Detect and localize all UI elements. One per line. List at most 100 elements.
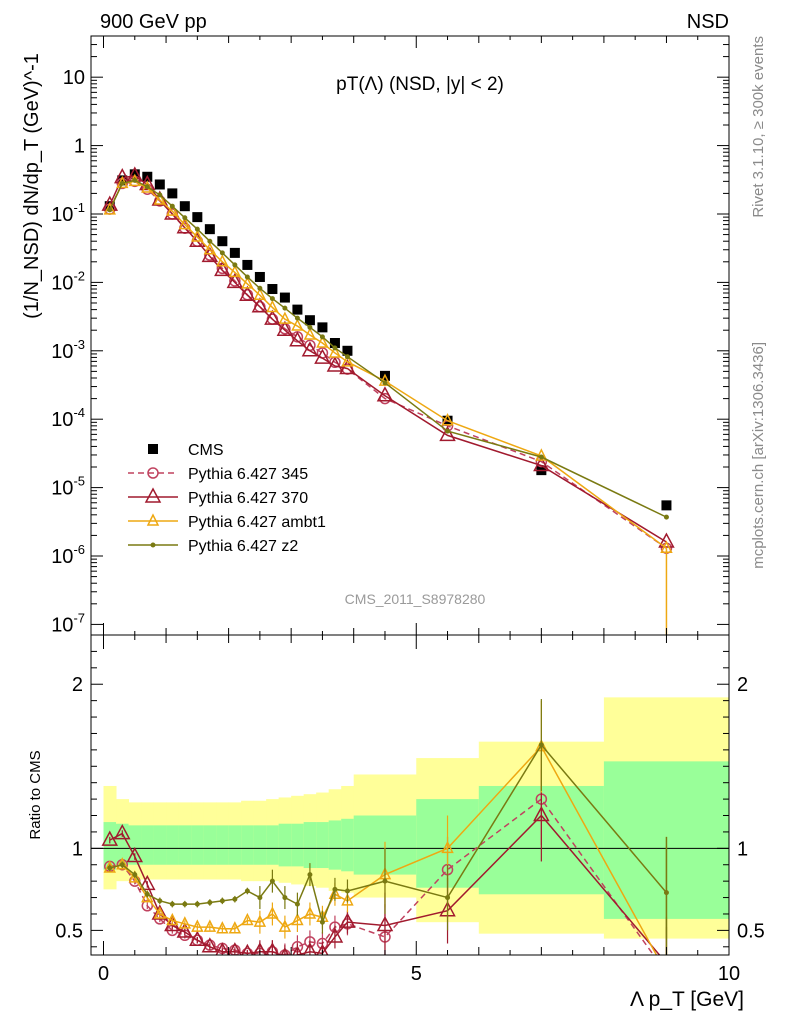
ratio-point	[194, 901, 200, 907]
legend-marker	[146, 513, 160, 526]
data-point	[228, 264, 242, 278]
ratio-point	[101, 830, 119, 846]
ratio-point	[316, 943, 329, 955]
y-tick-exponent: -5	[73, 474, 85, 489]
data-point	[289, 331, 306, 347]
ratio-point	[241, 912, 254, 926]
legend-label: Pythia 6.427 ambt1	[188, 514, 326, 531]
y-tick-label: 1	[74, 136, 85, 158]
ratio-point	[126, 846, 144, 863]
data-point	[303, 327, 317, 340]
ratio-point	[307, 872, 313, 878]
data-point	[533, 455, 550, 472]
data-point	[445, 428, 451, 434]
ratio-point	[661, 967, 671, 977]
data-point	[376, 386, 394, 402]
legend-marker	[150, 542, 156, 548]
ratio-y-tick-label-right: 2	[737, 674, 748, 696]
cms-data-point	[167, 188, 178, 199]
data-point	[314, 348, 331, 364]
x-tick-label: 0	[98, 963, 109, 985]
data-point	[257, 285, 263, 291]
data-point	[538, 454, 544, 460]
cms-data-point	[217, 236, 228, 247]
data-point	[178, 216, 192, 230]
uncertainty-band-inner	[328, 820, 342, 870]
ratio-point	[376, 915, 394, 932]
watermark: CMS_2011_S8978280	[345, 591, 486, 607]
data-point	[441, 413, 454, 426]
ratio-y-label: Ratio to CMS	[27, 750, 44, 839]
cms-data-point	[342, 345, 353, 356]
data-point	[663, 514, 669, 520]
ratio-point	[319, 919, 325, 925]
ratio-point	[207, 899, 213, 905]
data-point	[439, 425, 456, 442]
data-point	[207, 238, 213, 244]
ratio-point	[282, 895, 288, 901]
ratio-point	[344, 888, 350, 894]
rivet-label: Rivet 3.1.10, ≥ 300k events	[750, 36, 767, 218]
ratio-point	[189, 930, 206, 946]
uncertainty-band-inner	[253, 825, 267, 865]
y-tick-exponent: -1	[73, 200, 85, 215]
x-tick-label: 10	[718, 963, 740, 985]
y-tick-label: 10-6	[51, 542, 85, 568]
ratio-point	[244, 888, 250, 894]
cms-data-point	[192, 212, 203, 223]
series-cms	[104, 169, 672, 511]
data-point	[344, 354, 350, 360]
cms-data-point	[204, 224, 215, 235]
cms-data-point	[242, 259, 253, 270]
ratio-y-tick-label-right: 1	[737, 838, 748, 860]
ratio-point	[538, 742, 544, 748]
ratio-point	[303, 906, 317, 919]
series-pythia-6-427-z2	[107, 177, 669, 520]
ratio-point	[157, 898, 163, 904]
main-title: pT(Λ) (NSD, |y| < 2)	[336, 74, 504, 95]
data-point	[239, 285, 256, 301]
uncertainty-band-inner	[291, 823, 305, 867]
uncertainty-band-inner	[241, 825, 255, 865]
data-point	[219, 250, 225, 256]
legend-marker	[147, 467, 159, 479]
cms-data-point	[104, 201, 115, 212]
ratio-point	[253, 914, 267, 927]
ratio-point	[215, 942, 230, 955]
ratio-point	[257, 895, 263, 901]
ratio-point	[665, 953, 668, 955]
ratio-point	[153, 906, 167, 919]
main-plot-panel: 10-7 10-6 10-5 10-4 10-3 10-2 10-1 1 10 pT(Λ) (N…	[21, 35, 730, 636]
uncertainty-band-inner	[266, 825, 280, 865]
data-point	[535, 448, 548, 461]
cms-data-point	[179, 201, 190, 212]
ratio-point	[182, 901, 188, 907]
data-point	[276, 320, 294, 336]
uncertainty-band-inner	[303, 822, 317, 869]
y-tick-exponent: -7	[73, 610, 85, 625]
ratio-point	[132, 872, 138, 878]
main-y-label: (1/N_NSD) dN/dp_T (GeV)^-1	[21, 53, 43, 319]
ratio-point	[219, 898, 225, 904]
uncertainty-band-inner	[191, 825, 205, 865]
data-point	[153, 192, 167, 205]
ratio-point	[533, 805, 550, 822]
data-point	[214, 260, 231, 277]
y-tick-label: 10-7	[51, 610, 85, 636]
data-point	[216, 254, 229, 267]
y-tick-label: 10-4	[51, 405, 85, 431]
ratio-point	[265, 942, 280, 955]
ratio-point	[266, 906, 279, 919]
main-frame	[90, 35, 730, 636]
header-right: NSD	[687, 11, 729, 33]
cms-data-point	[154, 179, 165, 190]
x-axis-label: Λ p_T [GeV]	[630, 988, 744, 1011]
data-point	[319, 334, 325, 340]
ratio-point	[326, 927, 344, 943]
legend-marker	[148, 444, 158, 454]
ratio-y-tick-label-right: 0.5	[737, 920, 765, 942]
ratio-point	[116, 857, 129, 870]
data-point	[194, 226, 200, 232]
ratio-point	[228, 921, 242, 934]
data-point	[203, 242, 217, 255]
